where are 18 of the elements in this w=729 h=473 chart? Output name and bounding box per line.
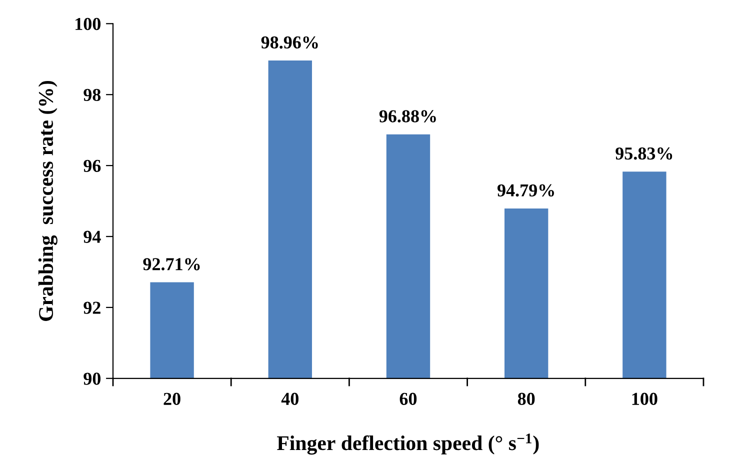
x-tick-label: 100 [632,392,658,405]
x-axis-title: Finger deflection speed (° s$^{−1}$) [277,434,539,455]
x-tick-label: 40 [281,392,298,405]
x-tick-label: 20 [164,392,180,405]
data-label: 94.79% [497,184,554,197]
data-label: 96.88% [379,110,436,122]
y-tick-label: 94 [84,230,101,243]
y-tick-label: 100 [76,18,100,30]
y-tick-label: 98 [84,88,101,102]
y-tick-label: 96 [84,160,101,172]
y-axis-title: Grabbing success rate (%) [38,81,58,321]
y-tick-label: 92 [84,302,100,314]
x-tick-label: 80 [518,392,535,405]
data-label: 95.83% [616,147,672,160]
data-label: 98.96% [261,36,318,49]
x-tick-label: 60 [400,392,417,405]
data-label: 92.71% [143,258,200,270]
y-tick-label: 90 [84,372,100,385]
